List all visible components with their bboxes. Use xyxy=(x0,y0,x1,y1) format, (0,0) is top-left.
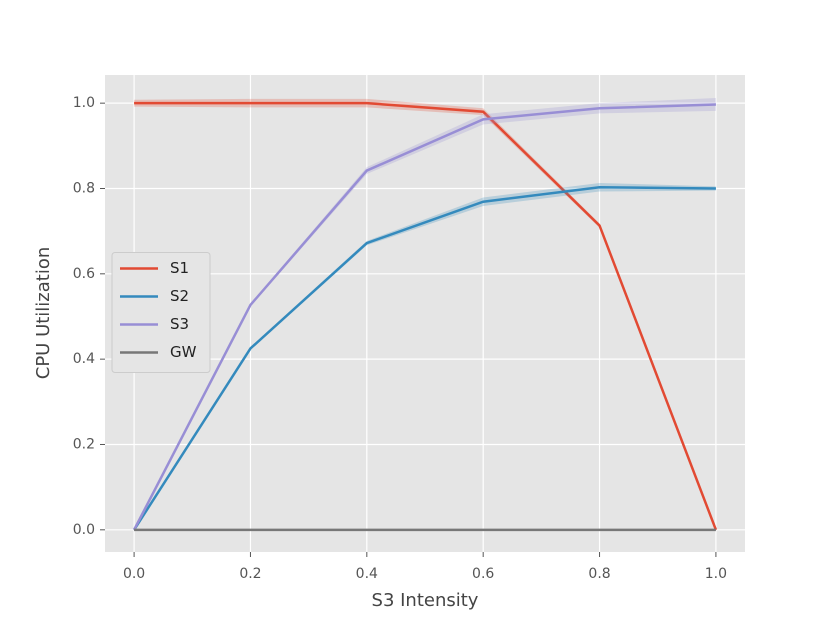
legend: S1 S2 S3 GW xyxy=(111,252,211,373)
y-tick-label: 0.2 xyxy=(73,436,95,452)
x-tick-label: 1.0 xyxy=(705,566,727,582)
x-tick-label: 0.4 xyxy=(356,566,378,582)
line xyxy=(132,103,716,531)
x-tick-label: 0.6 xyxy=(472,566,494,582)
legend-label: GW xyxy=(170,343,197,361)
y-axis-label: CPU Utilization xyxy=(33,247,54,380)
x-tick-label: 0.0 xyxy=(123,566,145,582)
y-tick-label: 0.6 xyxy=(73,266,95,282)
x-axis-label: S3 Intensity xyxy=(372,590,479,611)
x-tick-label: 0.2 xyxy=(239,566,261,582)
line xyxy=(134,101,718,531)
x-tick-label: 0.8 xyxy=(588,566,610,582)
legend-label: S2 xyxy=(170,287,189,305)
legend-label: S3 xyxy=(170,315,189,333)
line xyxy=(133,185,716,531)
y-tick-label: 0.4 xyxy=(73,351,95,367)
y-tick-label: 0.8 xyxy=(73,180,95,196)
legend-label: S1 xyxy=(170,259,189,277)
legend-box xyxy=(111,252,211,373)
y-tick-label: 1.0 xyxy=(73,95,95,111)
plot-background xyxy=(105,75,745,552)
y-tick-label: 0.0 xyxy=(73,522,95,538)
